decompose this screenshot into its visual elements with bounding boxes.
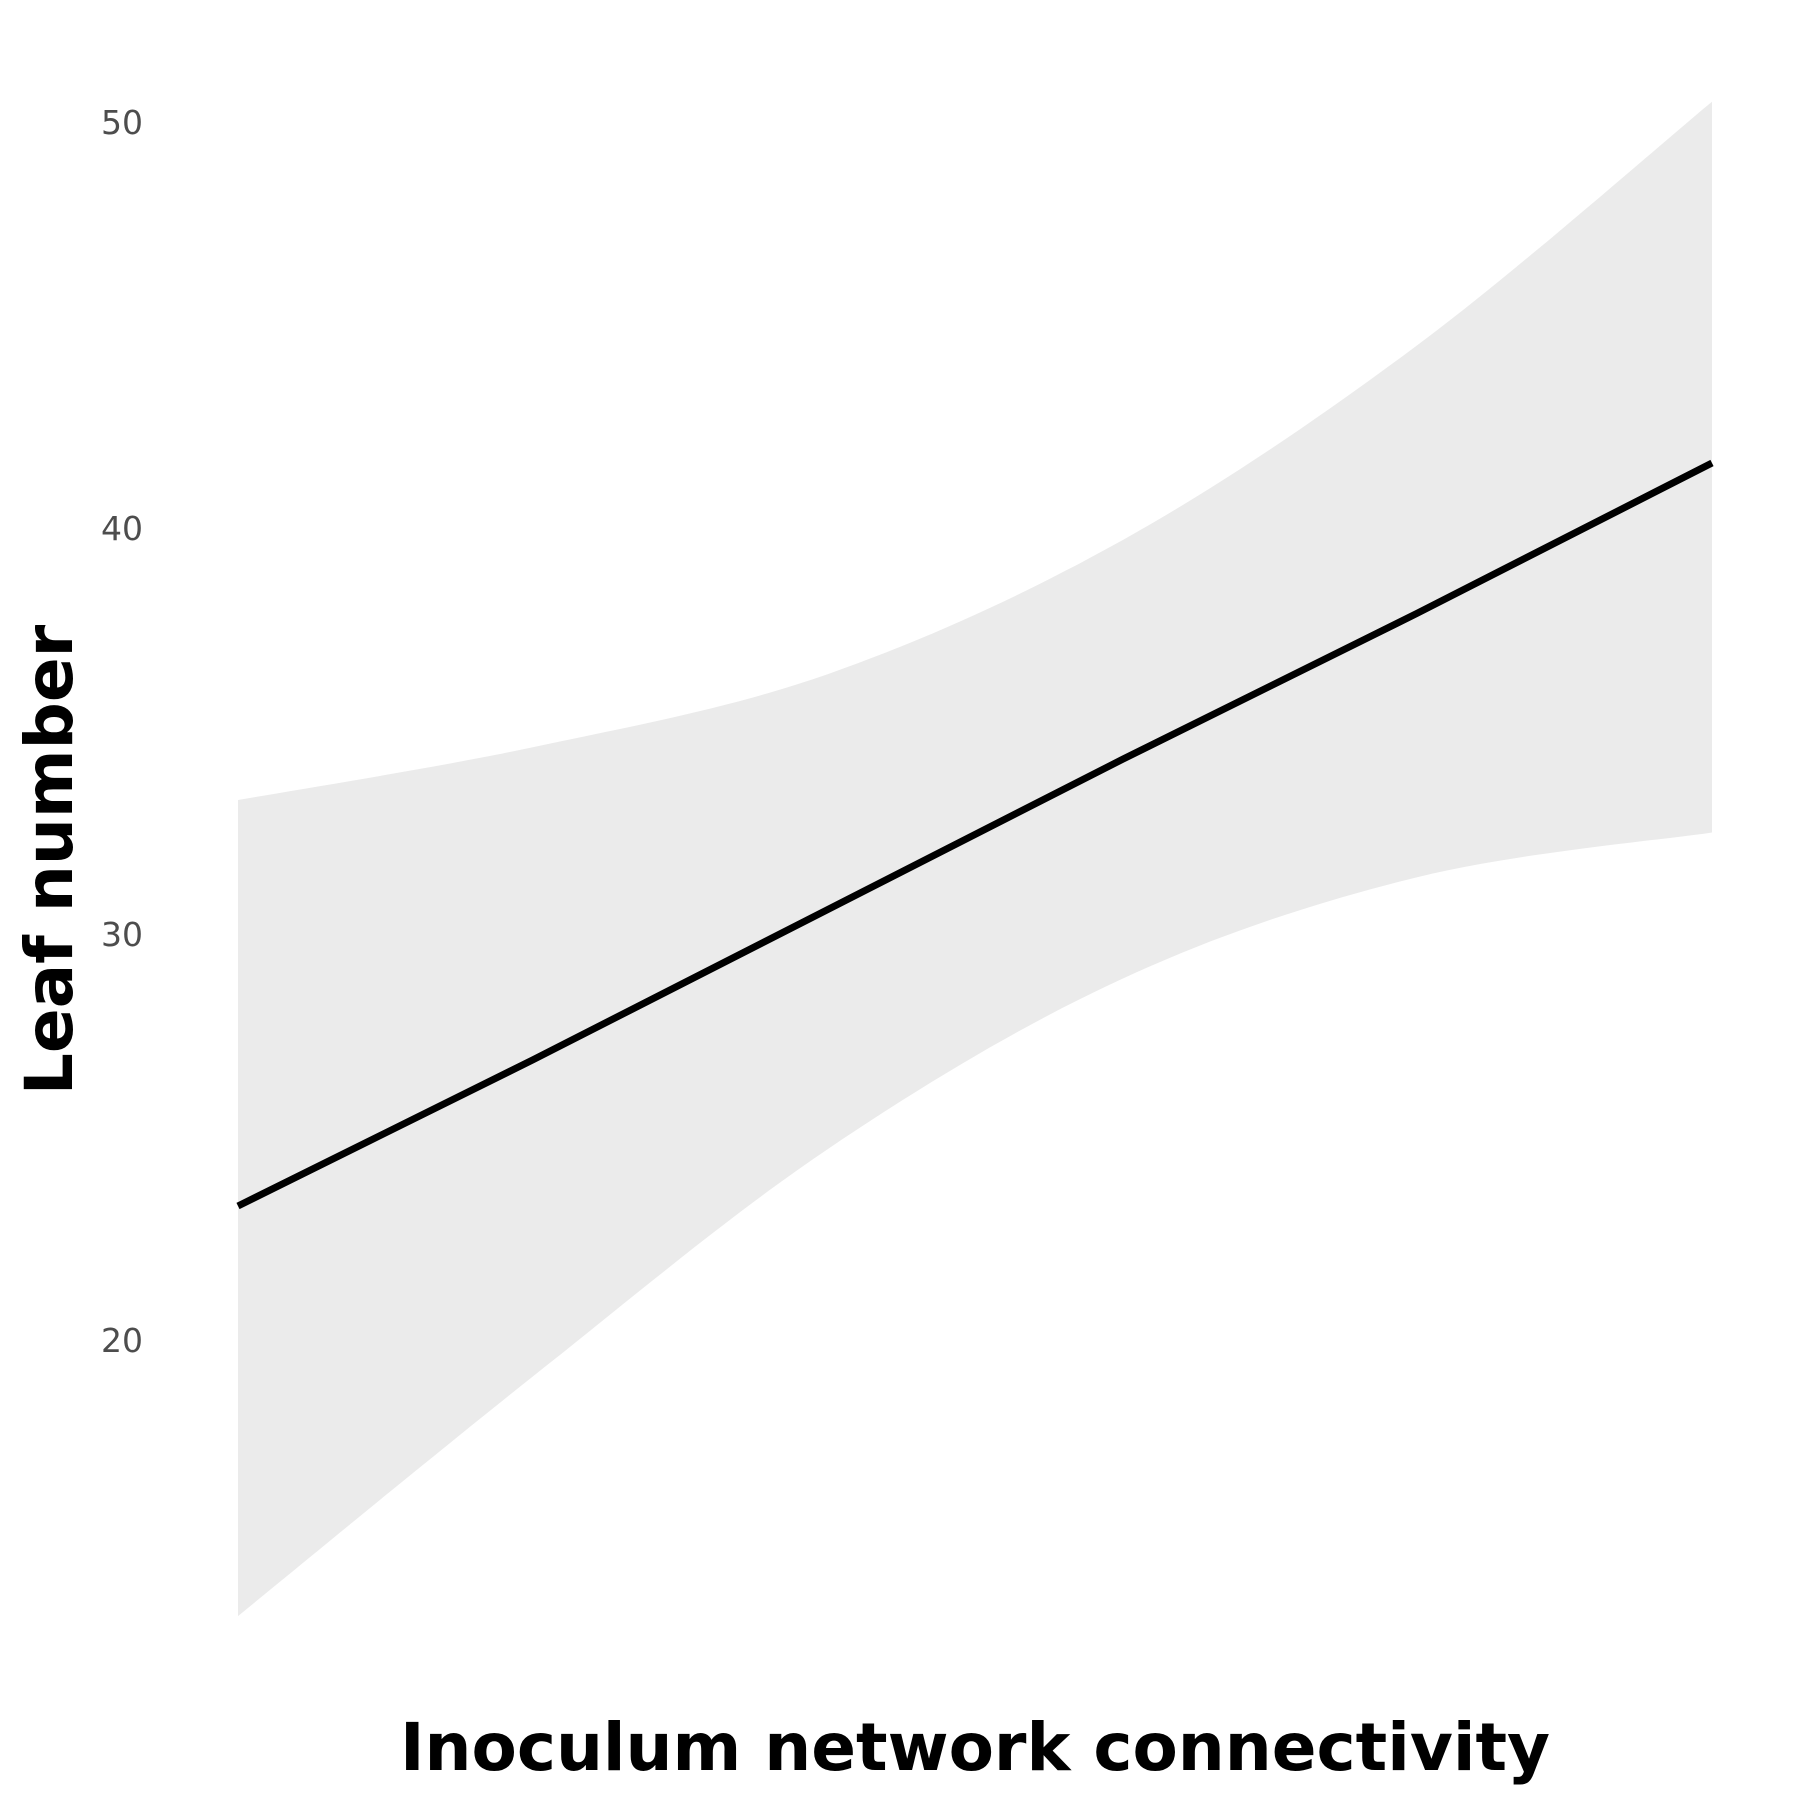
y-tick-label: 40: [101, 509, 143, 548]
x-axis-title: Inoculum network connectivity: [400, 1709, 1550, 1786]
confidence-band-layer: [238, 101, 1712, 1617]
y-axis-title: Leaf number: [11, 624, 88, 1095]
y-tick-labels: 20 30 40 50: [101, 103, 143, 1360]
confidence-band: [238, 101, 1712, 1617]
fit-line: [236, 459, 1714, 1210]
y-tick-label: 50: [101, 103, 143, 142]
y-tick-label: 20: [101, 1321, 143, 1360]
y-tick-label: 30: [101, 915, 143, 954]
fit-line-layer: [236, 459, 1714, 1210]
